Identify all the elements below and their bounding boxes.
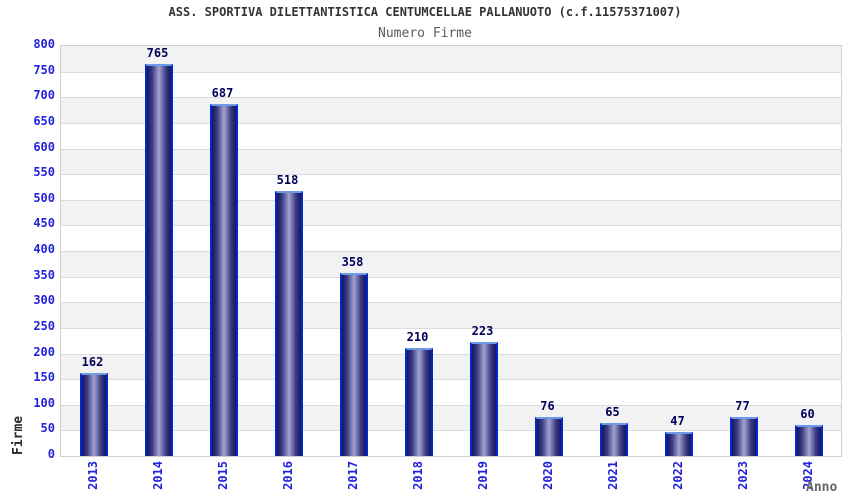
x-tick-label: 2018 xyxy=(410,461,425,490)
y-tick-label: 750 xyxy=(33,62,55,77)
chart-subtitle: Numero Firme xyxy=(378,26,472,41)
grid-band xyxy=(61,148,841,175)
bar-2013 xyxy=(79,373,108,456)
bar-2022 xyxy=(664,432,693,456)
grid-band xyxy=(61,225,841,251)
x-tick-label: 2022 xyxy=(670,461,685,490)
grid-band xyxy=(61,302,841,328)
bar-value-label: 765 xyxy=(146,46,169,60)
bar-value-label: 76 xyxy=(540,399,555,413)
grid-band xyxy=(61,251,841,277)
bar-value-label: 47 xyxy=(670,414,685,428)
y-tick-label: 100 xyxy=(33,395,55,410)
y-tick-label: 200 xyxy=(33,344,55,359)
bar-2016 xyxy=(274,191,303,456)
bar-2018 xyxy=(404,348,433,456)
grid-band xyxy=(61,404,841,431)
y-tick-label: 250 xyxy=(33,318,55,333)
bar-value-label: 223 xyxy=(471,324,494,338)
y-tick-label: 350 xyxy=(33,267,55,282)
x-tick-label: 2023 xyxy=(735,461,750,490)
bar-2017 xyxy=(339,273,368,456)
bar-2015 xyxy=(209,104,238,456)
x-tick-label: 2015 xyxy=(215,461,230,490)
y-tick-label: 300 xyxy=(33,293,55,308)
y-tick-label: 50 xyxy=(40,421,55,436)
grid-band xyxy=(61,97,841,123)
grid-band xyxy=(61,276,841,303)
y-tick-label: 600 xyxy=(33,139,55,154)
x-tick-label: 2021 xyxy=(605,461,620,490)
y-tick-label: 500 xyxy=(33,190,55,205)
chart-title: ASS. SPORTIVA DILETTANTISTICA CENTUMCELL… xyxy=(168,5,682,19)
bar-2023 xyxy=(729,417,758,456)
grid-band xyxy=(61,46,841,72)
bar-value-label: 60 xyxy=(800,407,815,421)
grid-band xyxy=(61,122,841,149)
y-tick-label: 700 xyxy=(33,88,55,103)
y-tick-label: 550 xyxy=(33,165,55,180)
bar-value-label: 518 xyxy=(276,173,299,187)
bar-2020 xyxy=(534,417,563,456)
grid-band xyxy=(61,379,841,405)
x-tick-label: 2017 xyxy=(345,461,360,490)
bar-2019 xyxy=(469,342,498,456)
x-tick-label: 2014 xyxy=(150,461,165,490)
y-tick-label: 150 xyxy=(33,370,55,385)
bar-value-label: 65 xyxy=(605,405,620,419)
bar-2021 xyxy=(599,423,628,456)
bar-value-label: 210 xyxy=(406,330,429,344)
y-tick-label: 400 xyxy=(33,242,55,256)
x-tick-label: 2013 xyxy=(85,461,100,490)
y-tick-label: 800 xyxy=(33,37,55,51)
x-tick-label: 2016 xyxy=(280,461,295,490)
y-tick-label: 0 xyxy=(47,447,55,461)
grid-band xyxy=(61,174,841,200)
grid-band xyxy=(61,71,841,98)
bar-value-label: 162 xyxy=(81,355,104,369)
x-axis-title: Anno xyxy=(806,480,838,495)
grid-band xyxy=(61,353,841,380)
bar-value-label: 687 xyxy=(211,86,234,100)
y-tick-label: 650 xyxy=(33,113,55,128)
bar-value-label: 358 xyxy=(341,255,364,269)
grid-band xyxy=(61,199,841,226)
y-tick-label: 450 xyxy=(33,216,55,231)
bar-2024 xyxy=(794,425,823,456)
grid-band xyxy=(61,327,841,354)
grid-band xyxy=(61,430,841,456)
bar-value-label: 77 xyxy=(735,399,750,413)
x-tick-label: 2020 xyxy=(540,461,555,490)
x-tick-label: 2019 xyxy=(475,461,490,490)
plot-area xyxy=(60,45,842,457)
bar-2014 xyxy=(144,64,173,456)
